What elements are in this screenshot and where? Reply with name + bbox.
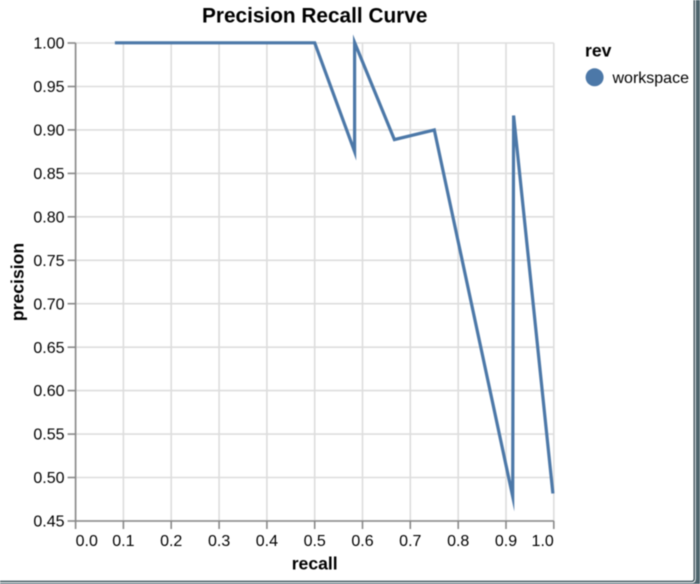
svg-text:0.80: 0.80	[33, 209, 64, 226]
svg-text:0.4: 0.4	[256, 533, 278, 550]
svg-text:0.85: 0.85	[33, 166, 64, 183]
svg-text:0.75: 0.75	[33, 253, 64, 270]
svg-text:workspace: workspace	[612, 70, 690, 87]
svg-text:0.2: 0.2	[160, 533, 182, 550]
svg-text:0.1: 0.1	[112, 533, 134, 550]
svg-text:recall: recall	[292, 554, 338, 574]
svg-text:0.6: 0.6	[351, 533, 373, 550]
svg-text:0.0: 0.0	[76, 533, 98, 550]
svg-text:precision: precision	[8, 243, 28, 321]
svg-text:0.45: 0.45	[33, 514, 64, 531]
svg-text:0.50: 0.50	[33, 470, 64, 487]
svg-text:0.95: 0.95	[33, 79, 64, 96]
svg-text:1.00: 1.00	[33, 36, 64, 53]
svg-text:0.8: 0.8	[447, 533, 469, 550]
svg-text:0.70: 0.70	[33, 296, 64, 313]
svg-text:0.5: 0.5	[304, 533, 326, 550]
svg-text:rev: rev	[585, 41, 612, 61]
svg-text:0.3: 0.3	[208, 533, 230, 550]
svg-text:0.9: 0.9	[495, 533, 517, 550]
svg-text:0.90: 0.90	[33, 123, 64, 140]
svg-text:0.7: 0.7	[399, 533, 421, 550]
svg-text:0.55: 0.55	[33, 427, 64, 444]
svg-text:0.60: 0.60	[33, 383, 64, 400]
svg-text:Precision Recall Curve: Precision Recall Curve	[202, 5, 427, 28]
svg-text:0.65: 0.65	[33, 340, 64, 357]
svg-text:1.0: 1.0	[532, 533, 554, 550]
